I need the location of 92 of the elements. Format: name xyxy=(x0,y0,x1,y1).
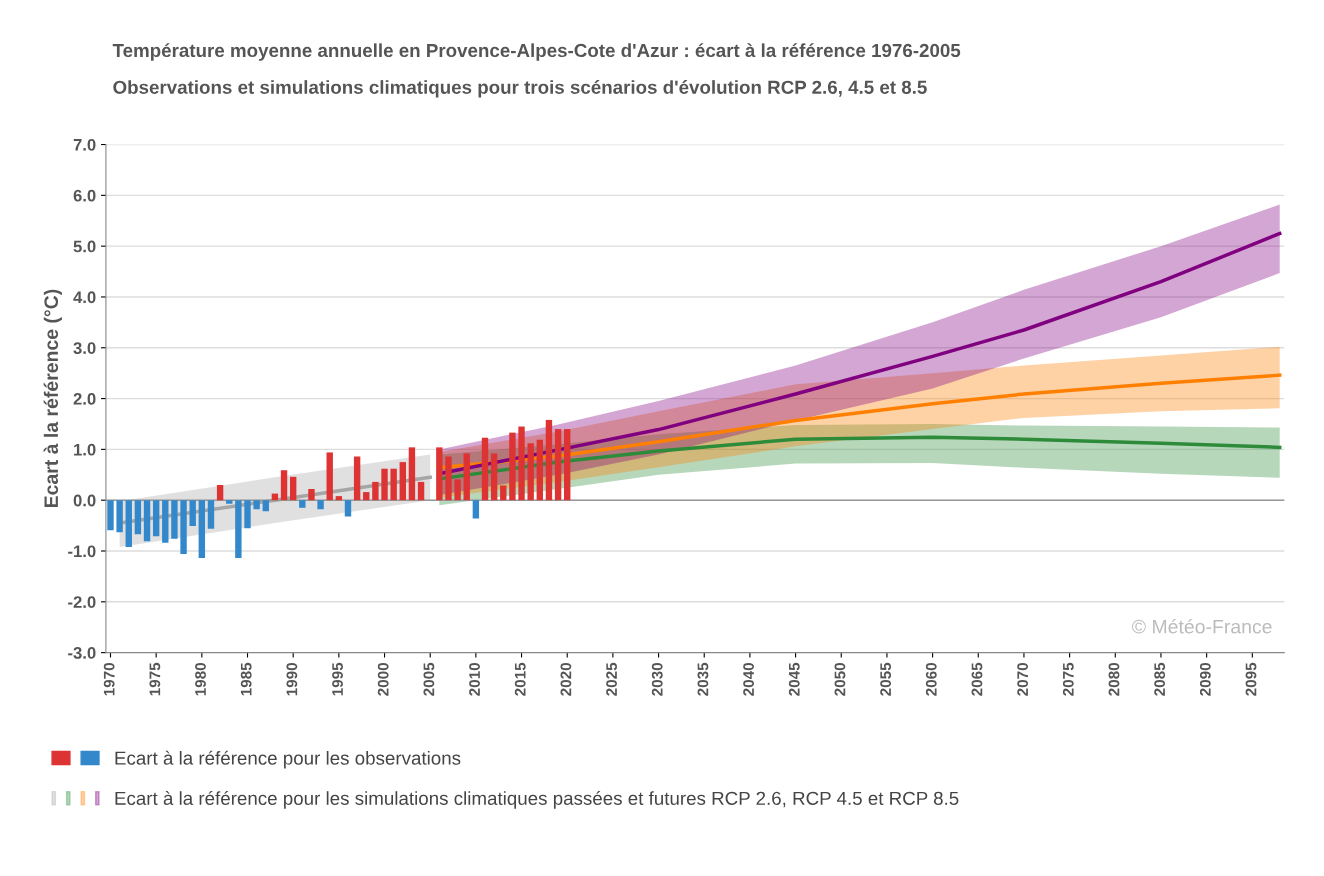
bar xyxy=(189,500,196,527)
bar xyxy=(180,500,187,555)
bar xyxy=(527,443,534,501)
x-tick-label: 1995 xyxy=(332,662,343,696)
x-tick-label: 1980 xyxy=(195,662,206,696)
bar xyxy=(399,462,406,501)
bar xyxy=(326,452,333,501)
bar xyxy=(216,484,224,501)
bar xyxy=(381,468,388,501)
bar xyxy=(344,500,352,517)
bar xyxy=(564,429,571,501)
bar xyxy=(536,439,544,501)
x-tick-label: 2020 xyxy=(560,662,572,696)
bar xyxy=(509,432,516,501)
x-tick-label: 2025 xyxy=(606,662,617,696)
x-tick-label: 2010 xyxy=(469,662,480,696)
bar xyxy=(299,500,306,508)
y-tick-label: 6.0 xyxy=(73,189,96,202)
bar xyxy=(143,500,151,542)
bar xyxy=(244,500,251,529)
x-tick-label: 2075 xyxy=(1062,662,1074,696)
x-tick-label: 2070 xyxy=(1017,662,1029,696)
bar xyxy=(171,500,178,539)
annotation: © Météo-France xyxy=(1132,619,1272,634)
bar xyxy=(463,453,470,501)
bar xyxy=(408,447,416,501)
x-tick-label: 2095 xyxy=(1245,662,1257,696)
y-tick-label: 4.0 xyxy=(73,291,96,304)
y-tick-label: -1.0 xyxy=(68,545,96,558)
bar xyxy=(134,500,142,535)
x-tick-label: 2085 xyxy=(1154,662,1166,696)
chart-subtitle: Observations et simulations climatiques pour trois scénarios d'évolution RCP 2.6, 4.5 et 8.5 xyxy=(113,79,927,98)
y-axis-title: Ecart à la référence (°C) xyxy=(43,289,62,508)
bar xyxy=(445,456,452,501)
x-tick-label: 2005 xyxy=(423,662,435,696)
bar xyxy=(226,500,233,504)
x-tick-label: 2030 xyxy=(651,662,663,696)
x-tick-label: 2035 xyxy=(697,662,709,696)
bar xyxy=(280,470,288,501)
y-tick-label: 7.0 xyxy=(73,138,96,151)
bar xyxy=(198,500,206,559)
x-tick-label: 2065 xyxy=(971,662,983,696)
bar xyxy=(262,500,269,512)
y-tick-label: -3.0 xyxy=(68,647,96,659)
legend-label: Ecart à la référence pour les simulations climatiques passées et futures RCP 2.6, RCP 4.5 et RCP 8.5 xyxy=(115,790,959,809)
y-tick-label: -2.0 xyxy=(68,596,96,609)
x-tick-label: 2000 xyxy=(377,662,389,696)
legend-label: Ecart à la référence pour les observations xyxy=(115,750,461,769)
bar xyxy=(518,426,525,501)
bar xyxy=(472,500,480,519)
bar xyxy=(372,481,379,501)
x-tick-label: 2050 xyxy=(834,662,846,696)
bar xyxy=(289,476,297,501)
bar xyxy=(253,500,260,510)
bar xyxy=(417,481,425,501)
y-tick-label: 5.0 xyxy=(73,240,96,253)
bar xyxy=(235,500,242,559)
bar xyxy=(125,500,132,547)
chart-title: Température moyenne annuelle en Provence-Alpes-Cote d'Azur : écart à la référence 1976-2005 xyxy=(112,43,961,61)
bar xyxy=(162,500,169,543)
x-tick-label: 2040 xyxy=(743,662,755,696)
y-tick-label: 2.0 xyxy=(73,392,96,405)
bar xyxy=(500,485,507,501)
bar xyxy=(481,437,489,501)
bar xyxy=(363,492,370,501)
x-tick-label: 2015 xyxy=(514,662,526,696)
y-tick-label: 1.0 xyxy=(74,443,96,456)
x-tick-label: 1975 xyxy=(149,662,161,696)
bar xyxy=(436,447,443,501)
x-tick-label: 2055 xyxy=(880,662,892,696)
y-tick-label: 0.0 xyxy=(73,494,96,507)
bar xyxy=(353,456,361,501)
x-tick-label: 2045 xyxy=(788,662,800,696)
bar xyxy=(454,479,461,501)
bar xyxy=(390,468,397,501)
x-tick-label: 2060 xyxy=(925,662,937,696)
x-tick-label: 2090 xyxy=(1199,662,1211,696)
x-tick-label: 1985 xyxy=(240,662,252,696)
bar xyxy=(107,500,114,531)
bar xyxy=(116,500,123,533)
bar xyxy=(490,453,498,501)
bar xyxy=(317,500,324,510)
x-tick-label: 1990 xyxy=(286,662,298,696)
bar xyxy=(207,500,215,529)
bar xyxy=(152,500,160,537)
bar xyxy=(545,419,553,501)
x-tick-label: 2080 xyxy=(1108,662,1120,696)
bar xyxy=(554,429,562,501)
bar xyxy=(308,489,315,501)
bar xyxy=(335,496,343,501)
x-tick-label: 1970 xyxy=(103,662,115,696)
y-tick-label: 3.0 xyxy=(73,342,96,354)
